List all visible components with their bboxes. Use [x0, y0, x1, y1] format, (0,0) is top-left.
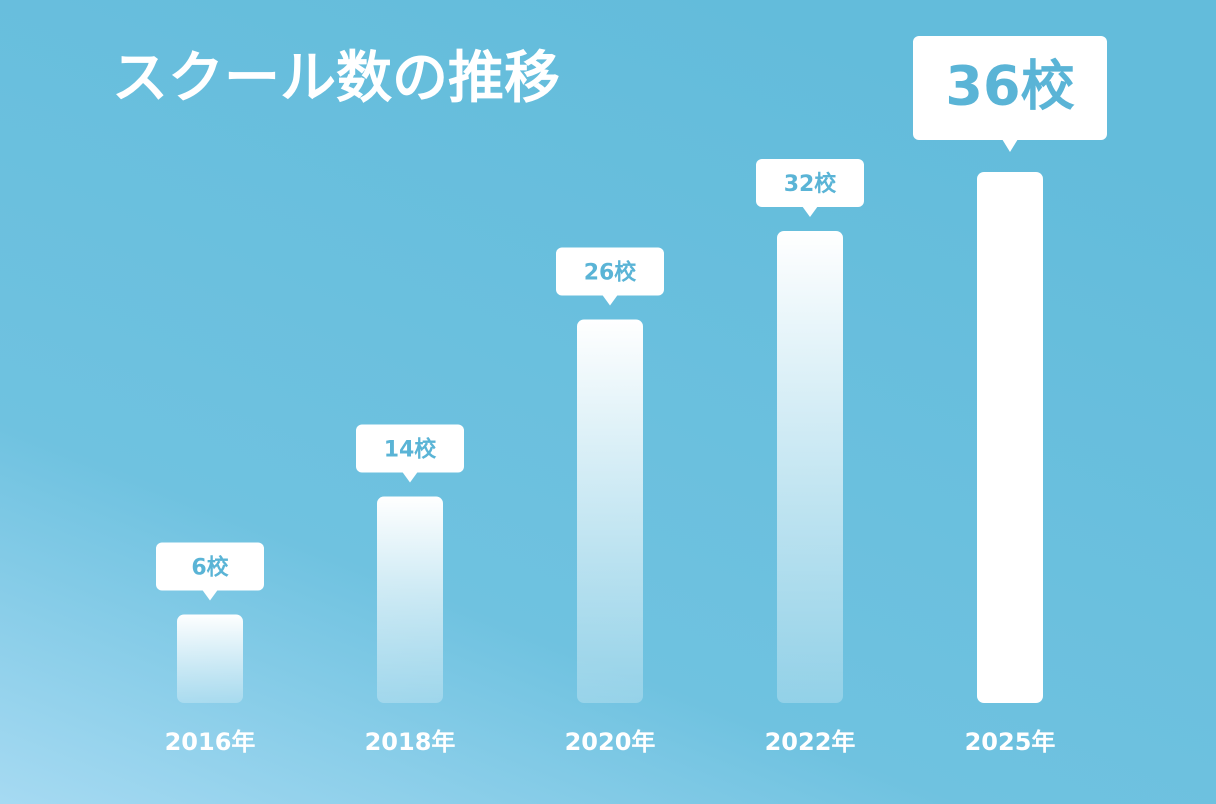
value-label: 36校 — [945, 55, 1074, 118]
bar — [377, 496, 443, 703]
label-box — [356, 424, 464, 473]
x-tick-label: 2018年 — [365, 728, 456, 756]
label-box — [756, 159, 864, 207]
x-tick-label: 2022年 — [765, 728, 856, 756]
bar — [777, 231, 843, 703]
label-pointer — [602, 294, 618, 306]
value-label: 32校 — [784, 171, 838, 197]
x-tick-label: 2025年 — [965, 728, 1056, 756]
x-tick-label: 2020年 — [565, 728, 656, 756]
label-pointer — [1002, 139, 1018, 152]
x-tick-label: 2016年 — [165, 728, 256, 756]
label-box — [156, 542, 264, 591]
label-pointer — [802, 206, 818, 217]
value-label: 6校 — [191, 555, 229, 581]
label-box — [913, 36, 1107, 140]
bar — [577, 319, 643, 703]
label-pointer — [402, 471, 418, 483]
label-pointer — [202, 589, 218, 601]
chart-title: スクール数の推移 — [112, 46, 560, 111]
label-box — [556, 247, 664, 296]
bar — [977, 172, 1043, 703]
value-label: 26校 — [584, 260, 638, 286]
value-label: 14校 — [384, 437, 438, 463]
bar — [177, 614, 243, 703]
